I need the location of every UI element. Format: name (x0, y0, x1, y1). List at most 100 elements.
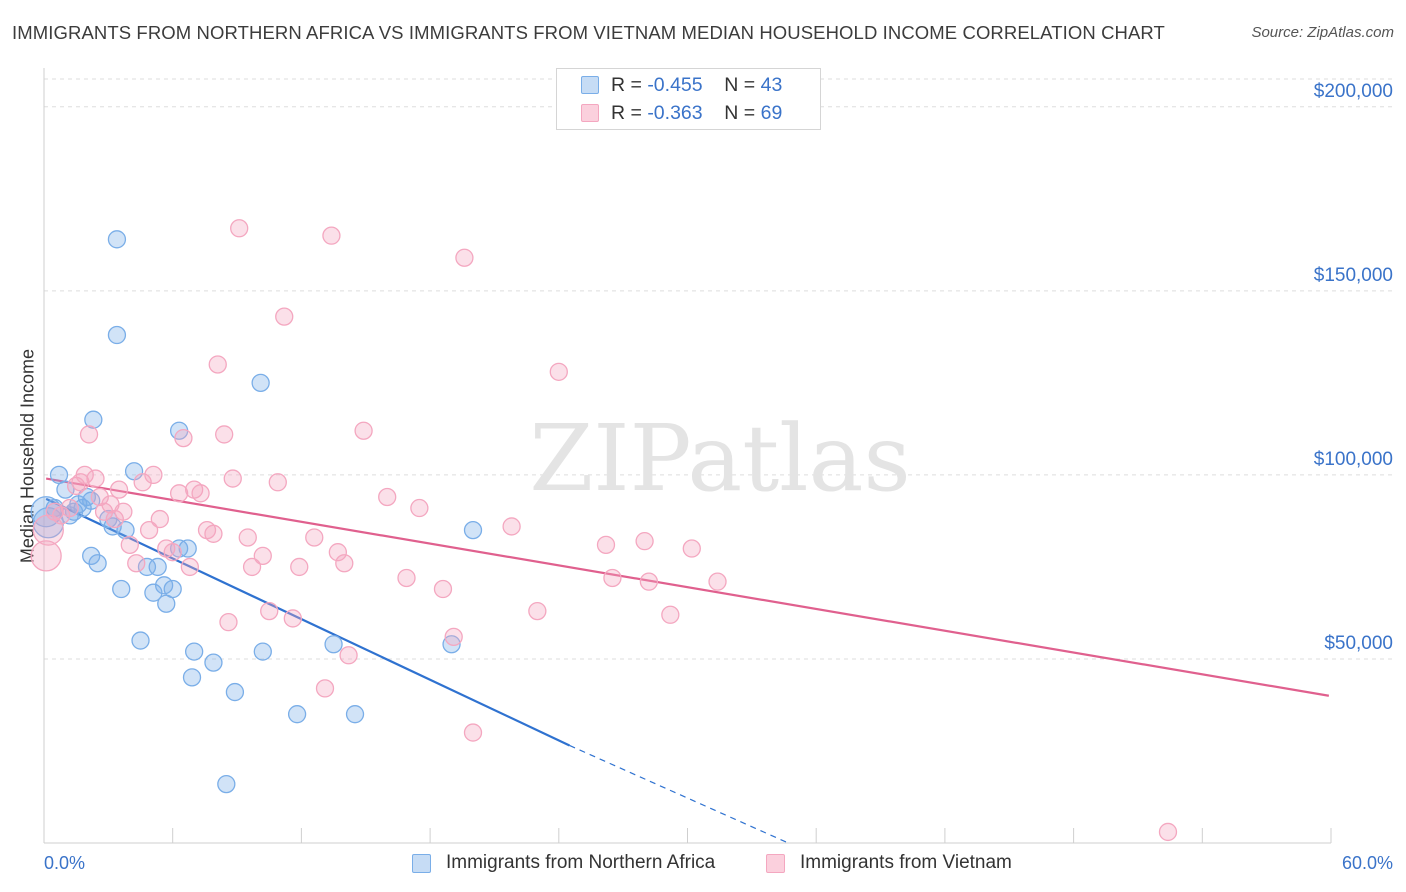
point-series1-10 (90, 487, 109, 507)
point-series0-26 (163, 579, 182, 599)
point-series1-39 (260, 601, 279, 621)
point-series0-12 (88, 554, 107, 573)
legend-swatch-northern-africa (581, 76, 599, 94)
point-series1-41 (275, 307, 294, 326)
point-series1-25 (174, 428, 193, 448)
point-series1-45 (315, 679, 335, 698)
point-series1-67 (708, 572, 727, 591)
legend-n-value: 43 (760, 74, 783, 96)
regression-lines (45, 477, 1330, 844)
x-tick-label-0: 0.0% (44, 853, 85, 873)
x-tick-label-1: 60.0% (1342, 853, 1393, 873)
point-series0-21 (137, 557, 157, 577)
point-series1-64 (639, 572, 659, 591)
bottom-legend-label-northern-africa: Immigrants from Northern Africa (446, 852, 716, 873)
bottom-legend-swatch-vietnam (766, 854, 785, 873)
chart-title: IMMIGRANTS FROM NORTHERN AFRICA VS IMMIG… (12, 22, 1165, 43)
point-series1-15 (114, 502, 133, 521)
point-series1-11 (94, 502, 114, 521)
point-series0-35 (251, 373, 270, 393)
point-series0-20 (131, 631, 150, 650)
point-series1-14 (109, 480, 129, 499)
point-series0-37 (287, 705, 307, 724)
point-series1-68 (1158, 822, 1178, 842)
point-series1-54 (433, 579, 453, 599)
point-series1-17 (127, 554, 146, 573)
point-series1-50 (354, 421, 373, 440)
regression-line-series0 (45, 497, 570, 747)
legend-r-label: R = (611, 74, 648, 96)
point-series0-39 (345, 705, 365, 724)
point-series1-40 (268, 473, 287, 492)
point-series1-62 (603, 568, 622, 588)
point-series0-41 (463, 520, 483, 540)
point-series1-16 (120, 535, 139, 554)
legend-n-label: N = (724, 74, 761, 96)
legend-n-label: N = (724, 102, 761, 124)
point-series1-37 (242, 557, 262, 577)
point-series0-16 (107, 325, 127, 345)
point-series1-46 (322, 226, 341, 245)
correlation-legend: R = -0.455 N = 43 R = -0.363 N = 69 (556, 68, 821, 130)
point-series1-49 (339, 646, 358, 665)
point-series1-28 (191, 484, 210, 503)
point-series1-38 (253, 546, 272, 566)
regression-extension-series0 (569, 744, 789, 844)
point-series1-30 (204, 524, 223, 543)
y-tick-label-3: $200,000 (1314, 81, 1393, 102)
point-series0-18 (116, 520, 135, 540)
point-series1-7 (75, 465, 94, 485)
point-series1-34 (223, 469, 242, 488)
point-series1-18 (133, 473, 152, 492)
point-series1-8 (79, 425, 99, 444)
point-series0-36 (253, 642, 272, 661)
point-series1-24 (169, 484, 189, 503)
point-series0-23 (148, 557, 167, 577)
point-series0-31 (184, 642, 204, 661)
bottom-legend-swatch-northern-africa (412, 854, 431, 873)
legend-r-value: -0.363 (647, 102, 703, 124)
point-series1-63 (635, 532, 654, 551)
point-series1-58 (502, 517, 521, 536)
point-series0-32 (204, 653, 223, 672)
point-series1-66 (682, 539, 701, 558)
regression-line-series1 (45, 477, 1330, 697)
point-series1-51 (378, 487, 397, 507)
point-series1-26 (180, 557, 200, 577)
legend-r-label: R = (611, 102, 648, 124)
point-series1-52 (397, 568, 416, 588)
bottom-legend-label-vietnam: Immigrants from Vietnam (800, 852, 1012, 873)
point-series1-9 (86, 469, 105, 488)
point-series1-44 (305, 528, 324, 547)
y-tick-label-2: $150,000 (1314, 265, 1393, 286)
legend-swatch-vietnam (581, 104, 599, 122)
point-series1-59 (528, 601, 547, 621)
point-series0-30 (182, 668, 202, 687)
point-series1-21 (150, 509, 169, 529)
point-series0-11 (82, 546, 101, 566)
point-series1-43 (290, 557, 309, 577)
point-series0-0 (32, 507, 64, 539)
y-tick-label-1: $100,000 (1314, 449, 1393, 470)
point-series1-31 (208, 355, 227, 374)
point-series1-65 (661, 605, 680, 624)
point-series1-19 (139, 520, 159, 540)
point-series1-23 (163, 543, 182, 562)
point-series1-36 (238, 528, 257, 547)
point-series0-22 (144, 583, 163, 602)
point-series0-33 (217, 774, 236, 794)
legend-r-value: -0.455 (647, 74, 703, 96)
point-series1-55 (444, 627, 463, 647)
point-series1-60 (549, 362, 568, 381)
point-series1-32 (215, 425, 234, 444)
point-series1-61 (596, 535, 616, 554)
point-series1-35 (230, 219, 249, 238)
source-credit: Source: ZipAtlas.com (1251, 24, 1394, 41)
point-series0-34 (225, 682, 245, 702)
point-series0-3 (56, 480, 75, 499)
point-series0-38 (324, 635, 343, 654)
axes (43, 68, 1332, 844)
point-series1-57 (463, 723, 483, 742)
tick-labels: $50,000 $100,000 $150,000 $200,000 0.0% 60.0% (44, 81, 1393, 873)
